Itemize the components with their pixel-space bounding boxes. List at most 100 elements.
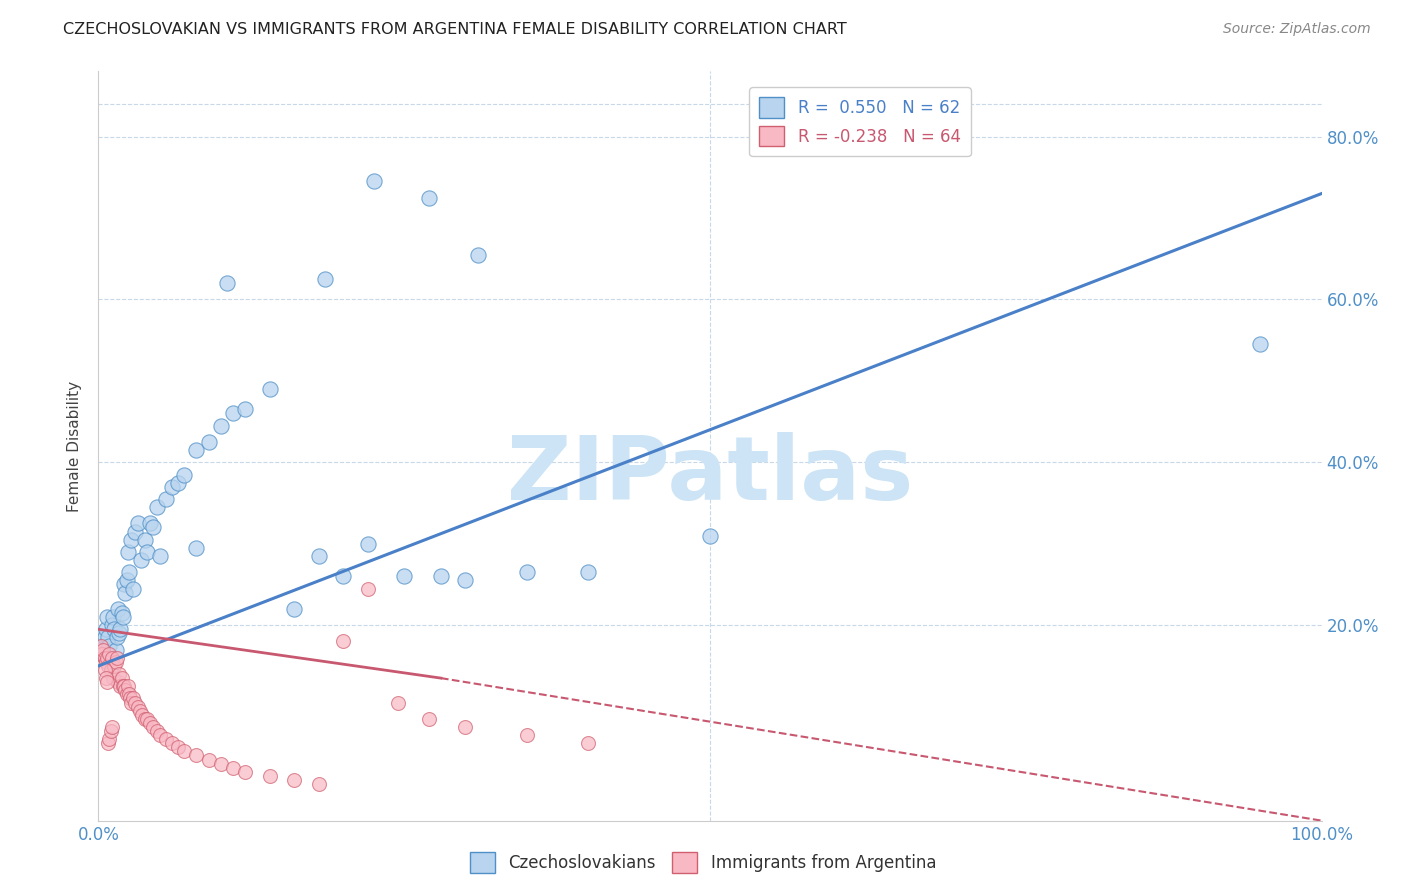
Point	[515, 566, 537, 580]
Point	[146, 724, 169, 739]
Point	[142, 520, 165, 534]
Point	[332, 569, 354, 583]
Point	[173, 467, 195, 482]
Point	[356, 537, 378, 551]
Point	[259, 769, 281, 783]
Point	[96, 650, 118, 665]
Point	[94, 671, 117, 685]
Point	[100, 724, 122, 739]
Point	[101, 618, 124, 632]
Point	[124, 524, 146, 539]
Point	[93, 631, 115, 645]
Point	[117, 545, 139, 559]
Point	[197, 434, 219, 449]
Point	[114, 585, 136, 599]
Point	[222, 406, 245, 420]
Point	[160, 480, 183, 494]
Point	[467, 247, 489, 261]
Point	[100, 663, 122, 677]
Point	[131, 707, 153, 722]
Point	[91, 639, 114, 653]
Point	[118, 687, 141, 701]
Point	[103, 622, 125, 636]
Point	[121, 582, 143, 596]
Point	[89, 647, 111, 661]
Point	[107, 675, 129, 690]
Point	[259, 382, 281, 396]
Point	[155, 732, 177, 747]
Point	[160, 736, 183, 750]
Point	[104, 642, 127, 657]
Point	[112, 679, 135, 693]
Point	[155, 491, 177, 506]
Point	[356, 582, 378, 596]
Point	[186, 541, 208, 555]
Point	[454, 720, 477, 734]
Point	[111, 671, 134, 685]
Point	[454, 574, 477, 588]
Point	[103, 659, 125, 673]
Point	[149, 728, 172, 742]
Point	[134, 712, 156, 726]
Point	[283, 602, 305, 616]
Point	[114, 683, 136, 698]
Point	[149, 549, 172, 563]
Point	[430, 569, 453, 583]
Legend: R =  0.550   N = 62, R = -0.238   N = 64: R = 0.550 N = 62, R = -0.238 N = 64	[749, 87, 970, 156]
Point	[90, 642, 112, 657]
Point	[142, 720, 165, 734]
Point	[1249, 337, 1271, 351]
Point	[108, 667, 131, 681]
Point	[111, 606, 134, 620]
Point	[197, 753, 219, 767]
Point	[209, 756, 232, 771]
Point	[332, 634, 354, 648]
Point	[115, 687, 138, 701]
Point	[94, 655, 117, 669]
Point	[136, 712, 159, 726]
Point	[120, 691, 142, 706]
Point	[91, 647, 114, 661]
Point	[120, 696, 142, 710]
Point	[215, 276, 238, 290]
Point	[308, 777, 330, 791]
Point	[101, 610, 124, 624]
Point	[308, 549, 330, 563]
Point	[167, 475, 190, 490]
Point	[222, 761, 245, 775]
Point	[314, 272, 336, 286]
Point	[97, 631, 120, 645]
Text: CZECHOSLOVAKIAN VS IMMIGRANTS FROM ARGENTINA FEMALE DISABILITY CORRELATION CHART: CZECHOSLOVAKIAN VS IMMIGRANTS FROM ARGEN…	[63, 22, 846, 37]
Point	[515, 728, 537, 742]
Point	[120, 533, 142, 547]
Point	[118, 566, 141, 580]
Y-axis label: Female Disability: Female Disability	[67, 380, 83, 512]
Point	[112, 577, 135, 591]
Point	[111, 610, 134, 624]
Point	[363, 174, 385, 188]
Point	[134, 533, 156, 547]
Point	[233, 402, 256, 417]
Point	[115, 574, 138, 588]
Point	[233, 764, 256, 779]
Point	[100, 650, 122, 665]
Point	[387, 696, 409, 710]
Point	[98, 639, 121, 653]
Point	[418, 191, 440, 205]
Point	[90, 639, 112, 653]
Point	[110, 622, 132, 636]
Point	[96, 675, 118, 690]
Point	[93, 650, 115, 665]
Point	[136, 545, 159, 559]
Point	[98, 732, 121, 747]
Point	[576, 566, 599, 580]
Point	[139, 516, 162, 531]
Text: Source: ZipAtlas.com: Source: ZipAtlas.com	[1223, 22, 1371, 37]
Point	[127, 516, 149, 531]
Point	[418, 712, 440, 726]
Point	[98, 647, 121, 661]
Point	[117, 679, 139, 693]
Point	[97, 736, 120, 750]
Point	[186, 748, 208, 763]
Point	[392, 569, 416, 583]
